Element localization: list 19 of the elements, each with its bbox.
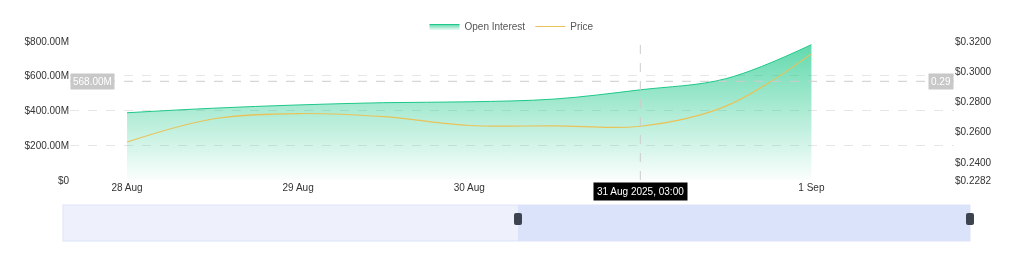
y-tick-label: $0 (57, 174, 70, 186)
y2-tick-label: $0.2282 (955, 174, 992, 186)
y-tick-label: $200.00M (24, 139, 69, 151)
y2-tick-label: $0.2400 (955, 156, 992, 168)
legend-label: Open Interest (464, 21, 526, 33)
legend-label: Price (570, 21, 594, 33)
y-tick-label: $600.00M (24, 70, 69, 82)
y-tick-label: $800.00M (24, 35, 69, 47)
y2-tick-label: $0.2800 (955, 96, 992, 108)
y2-tick-label: $0.2600 (955, 126, 992, 138)
x-tick-label: 1 Sep (798, 182, 825, 193)
y2-tick-label: $0.3200 (955, 35, 992, 47)
x-tick-label: 30 Aug (453, 182, 485, 193)
x-tick-label: 29 Aug (282, 182, 314, 193)
ref-line-label: 31 Aug 2025, 03:00 (597, 186, 685, 197)
line-series (126, 53, 813, 143)
y2-tick-label: $0.3000 (955, 65, 992, 77)
x-tick-label: 28 Aug (111, 182, 143, 193)
y-tick-label: $400.00M (24, 105, 69, 116)
